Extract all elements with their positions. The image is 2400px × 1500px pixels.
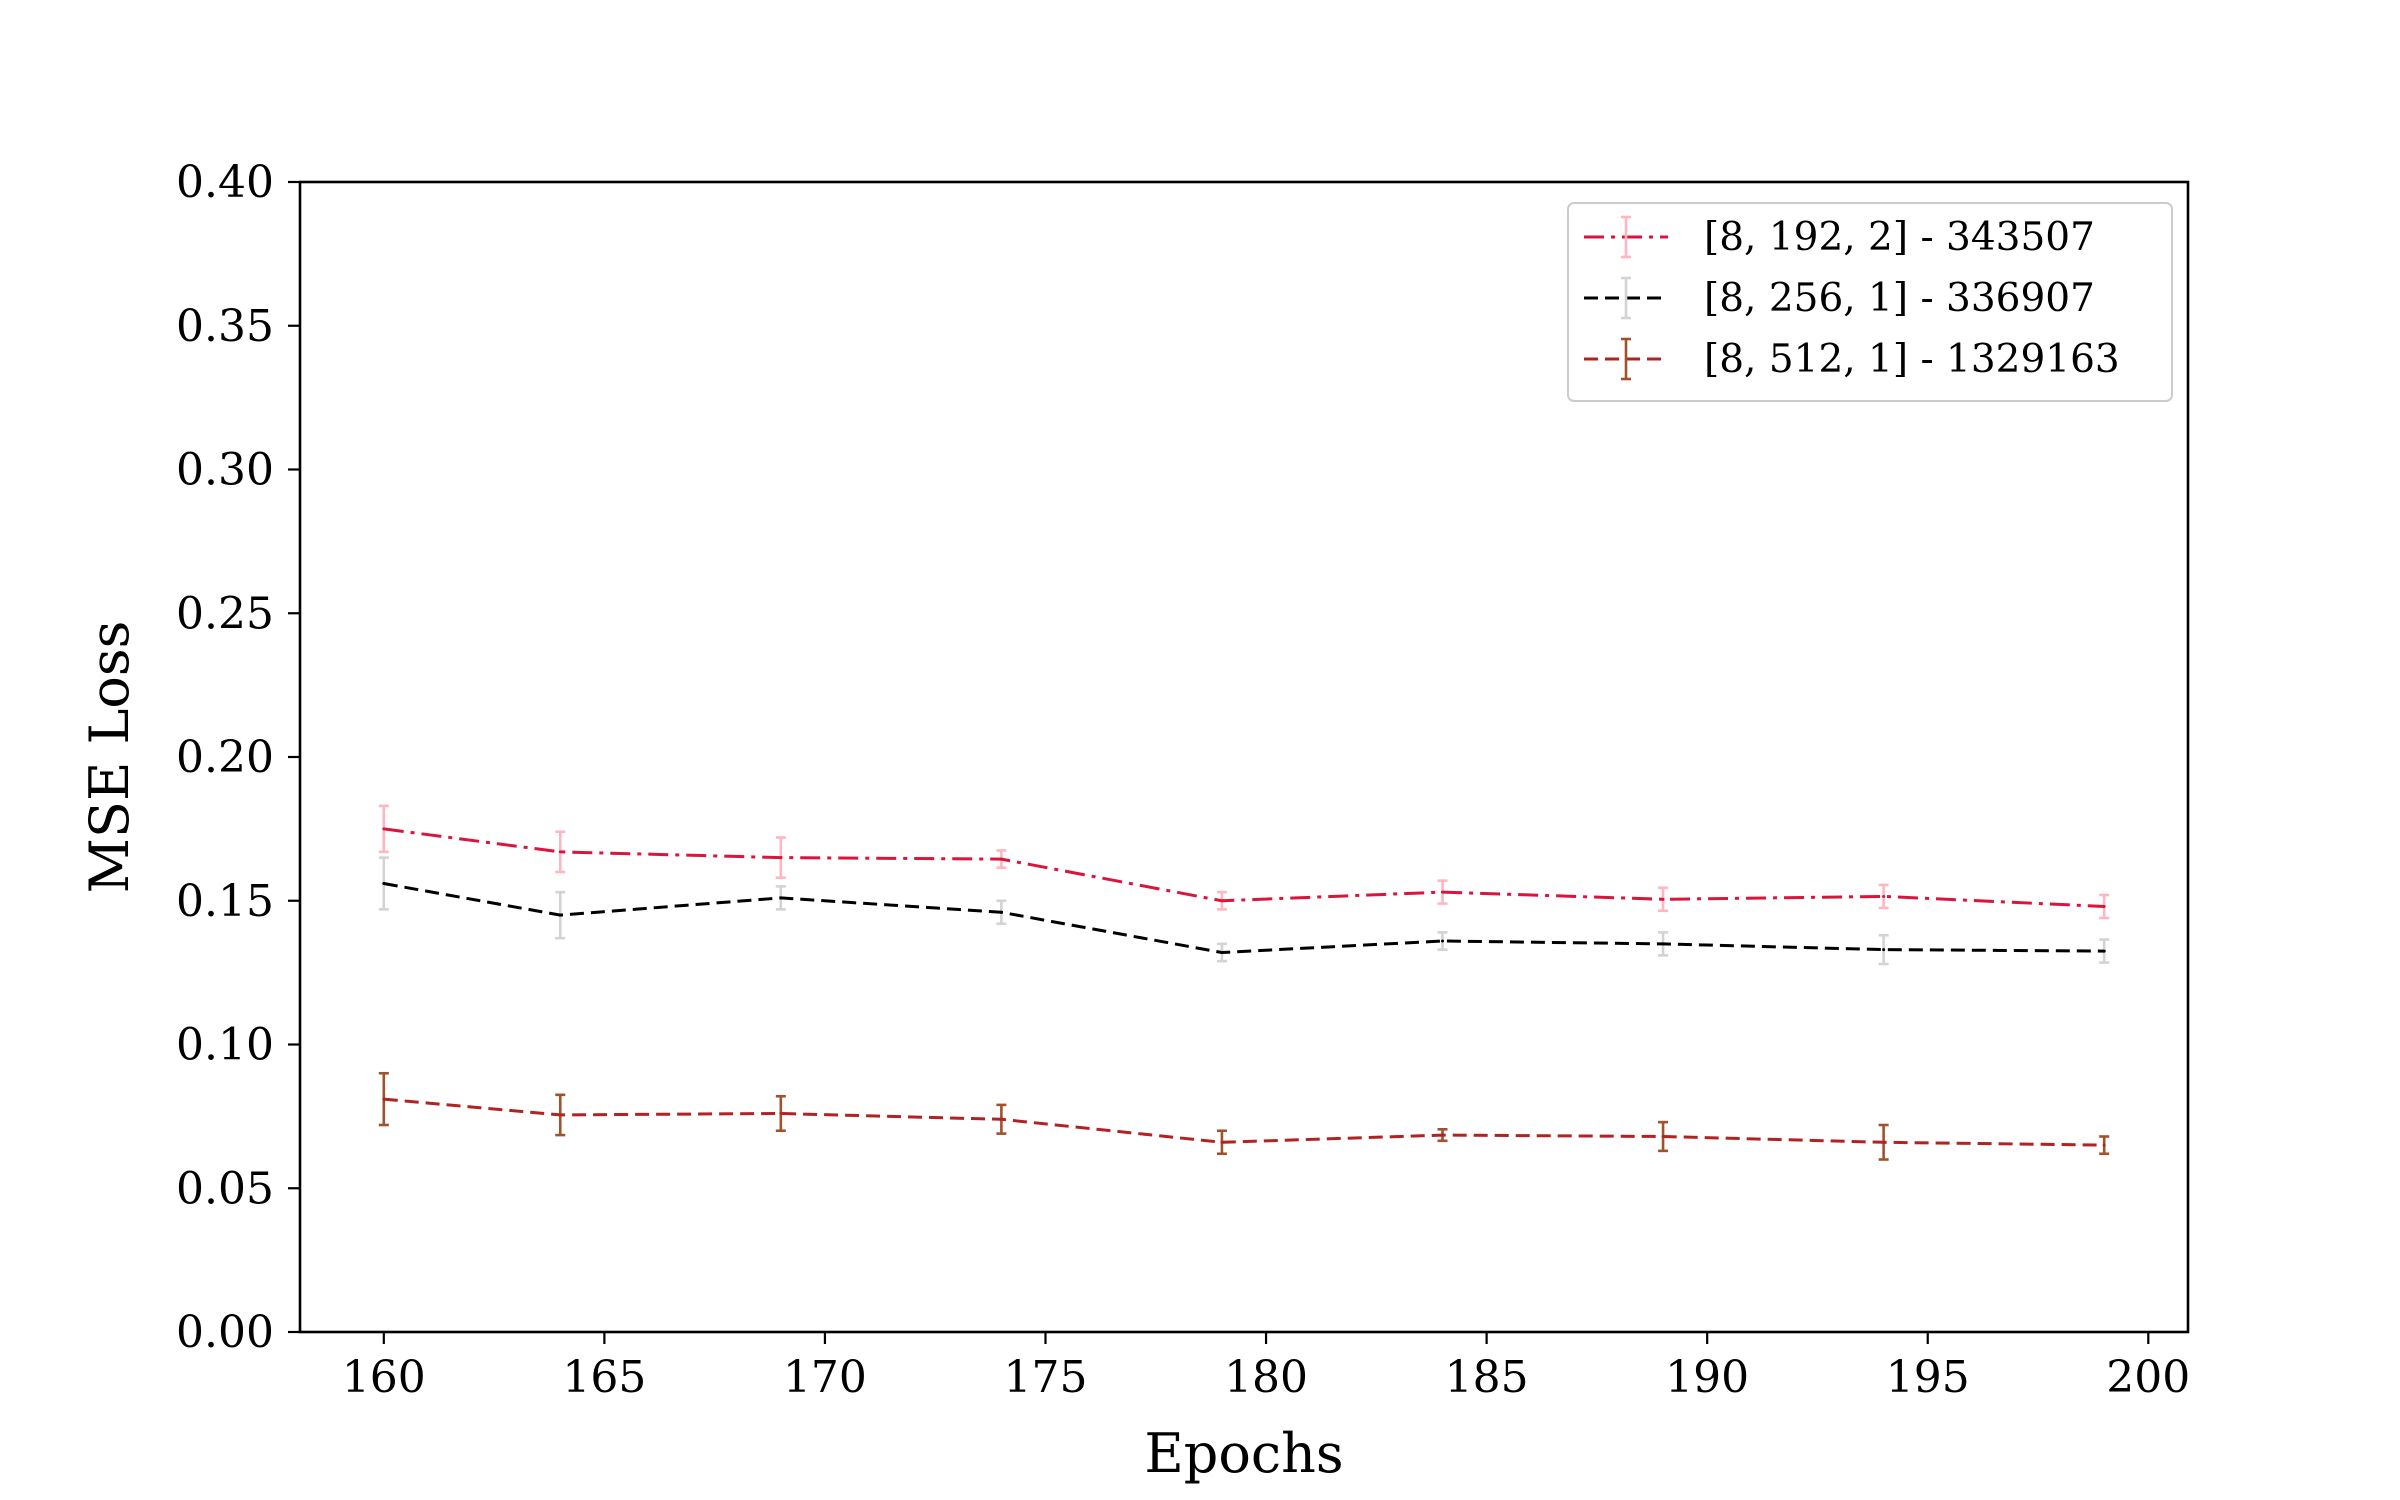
y-tick-label: 0.25: [176, 588, 274, 639]
x-tick-label: 180: [1224, 1352, 1308, 1403]
y-tick-label: 0.10: [176, 1020, 274, 1071]
legend-entry-1: [8, 192, 2] - 343507: [1584, 215, 2095, 260]
data-point: [1441, 939, 1445, 943]
data-point: [1661, 942, 1665, 946]
data-point: [1661, 1135, 1665, 1138]
data-point: [558, 850, 562, 854]
data-point: [999, 910, 1003, 914]
series-1: [378, 804, 2110, 920]
data-point: [558, 1113, 562, 1117]
legend-box: [1567, 202, 2173, 402]
data-point: [779, 896, 783, 900]
data-point: [1220, 899, 1224, 903]
legend-entry-3: [8, 512, 1] - 1329163: [1584, 337, 2120, 382]
y-tick-label: 0.35: [176, 301, 274, 352]
x-tick-label: 185: [1445, 1352, 1529, 1403]
data-point: [382, 1097, 386, 1101]
data-point: [779, 1112, 783, 1115]
series-3: [378, 1071, 2110, 1161]
data-point: [779, 856, 783, 860]
data-point: [2102, 949, 2106, 953]
y-tick-label: 0.15: [176, 876, 274, 927]
y-axis-label: MSE Loss: [78, 621, 141, 894]
x-tick-label: 175: [1004, 1352, 1088, 1403]
data-point: [1882, 1140, 1886, 1144]
data-point: [558, 913, 562, 917]
x-tick-label: 165: [562, 1352, 646, 1403]
y-tick-label: 0.30: [176, 445, 274, 496]
legend: [8, 192, 2] - 343507 [8, 256, 1] - 336907…: [1567, 202, 2173, 402]
data-point: [382, 827, 386, 831]
y-axis: 0.00 0.05 0.10 0.15 0.20 0.25 0.30 0.35 0.40: [176, 157, 300, 1358]
y-tick-label: 0.05: [176, 1163, 274, 1214]
data-point: [1220, 951, 1224, 954]
x-tick-label: 170: [783, 1352, 867, 1403]
series-2: [378, 856, 2110, 966]
legend-label: [8, 256, 1] - 336907: [1704, 276, 2095, 321]
legend-entry-2: [8, 256, 1] - 336907: [1584, 276, 2095, 321]
x-tick-label: 190: [1665, 1352, 1749, 1403]
data-point: [1441, 1133, 1445, 1137]
x-tick-label: 195: [1886, 1352, 1970, 1403]
data-point: [2102, 905, 2106, 908]
data-point: [1882, 894, 1886, 898]
x-axis: 160 165 170 175 180 185 190 195 200: [342, 1332, 2190, 1403]
y-tick-label: 0.20: [176, 732, 274, 783]
legend-label: [8, 512, 1] - 1329163: [1704, 337, 2120, 382]
x-axis-label: Epochs: [1144, 1422, 1343, 1485]
data-point: [1441, 890, 1445, 894]
x-tick-label: 160: [342, 1352, 426, 1403]
data-point: [999, 1117, 1003, 1121]
data-point: [999, 857, 1003, 861]
x-tick-label: 200: [2106, 1352, 2190, 1403]
data-point: [1661, 897, 1665, 901]
series-layer: [378, 804, 2110, 1161]
data-point: [2102, 1143, 2106, 1147]
y-tick-label: 0.40: [176, 157, 274, 208]
y-tick-label: 0.00: [176, 1307, 274, 1358]
data-point: [382, 882, 386, 885]
data-point: [1220, 1140, 1224, 1144]
legend-label: [8, 192, 2] - 343507: [1704, 215, 2095, 260]
data-point: [1882, 948, 1886, 952]
